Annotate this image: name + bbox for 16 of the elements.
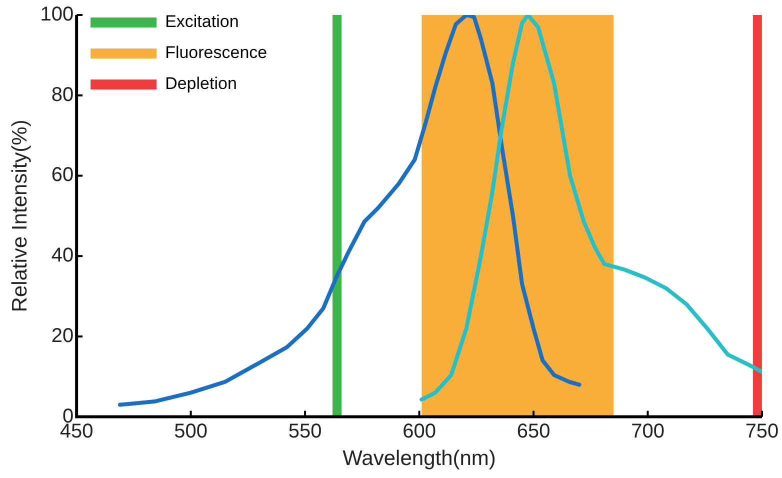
x-axis-title: Wavelength(nm)	[342, 447, 496, 470]
y-tick-label: 100	[40, 4, 74, 26]
legend-label: Excitation	[165, 12, 239, 32]
legend-label: Depletion	[165, 74, 237, 94]
x-tick-label: 600	[402, 420, 436, 442]
y-tick-label: 60	[51, 164, 74, 186]
x-tick-label: 700	[631, 420, 664, 442]
y-axis-title: Relative Intensity(%)	[8, 120, 32, 312]
y-tick-label: 80	[51, 84, 74, 106]
x-tick-label: 650	[516, 420, 550, 442]
x-tick-label: 750	[745, 420, 779, 442]
x-tick-label: 500	[174, 420, 208, 442]
legend-label: Fluorescence	[165, 43, 268, 62]
x-tick-label: 550	[288, 420, 322, 442]
y-tick-label: 20	[51, 324, 74, 347]
y-tick-label: 40	[51, 244, 74, 267]
